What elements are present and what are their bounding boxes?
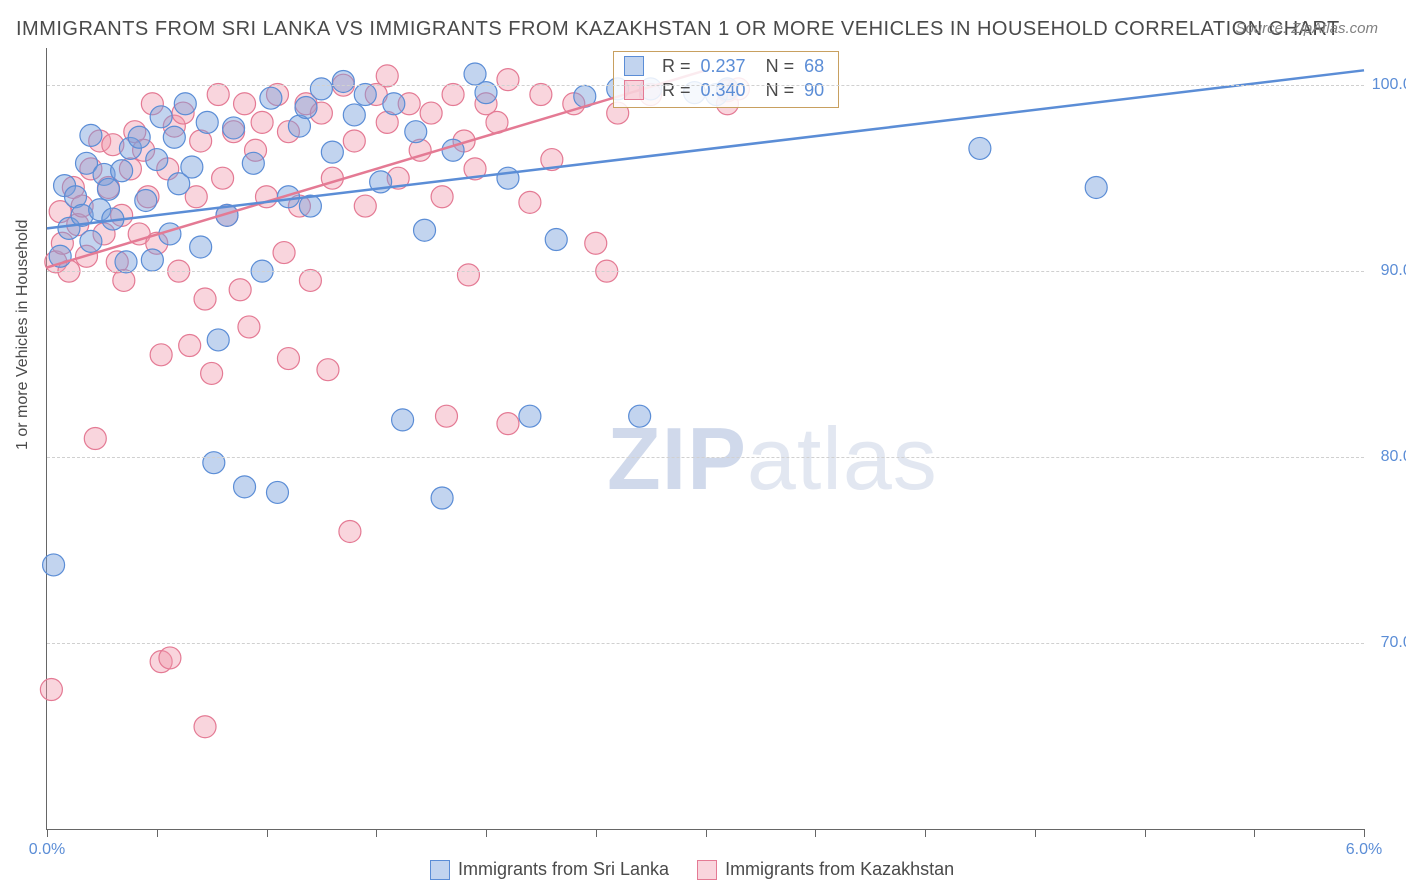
y-tick-label: 90.0%: [1381, 262, 1406, 280]
y-tick-label: 100.0%: [1372, 76, 1406, 94]
chart-svg: [47, 48, 1364, 829]
x-tick-label: 6.0%: [1346, 841, 1382, 859]
source-attribution: Source: ZipAtlas.com: [1235, 20, 1378, 37]
stats-legend-box: R = 0.237 N = 68 R = 0.340 N = 90: [613, 51, 839, 108]
square-icon: [697, 860, 717, 880]
x-tick-label: 0.0%: [29, 841, 65, 859]
plot-area: ZIPatlas R = 0.237 N = 68 R = 0.340 N = …: [46, 48, 1364, 830]
legend-item-a: Immigrants from Sri Lanka: [430, 859, 669, 880]
legend-item-b: Immigrants from Kazakhstan: [697, 859, 954, 880]
square-icon: [430, 860, 450, 880]
square-icon: [624, 80, 644, 100]
stats-row-a: R = 0.237 N = 68: [624, 54, 824, 78]
square-icon: [624, 56, 644, 76]
chart-title: IMMIGRANTS FROM SRI LANKA VS IMMIGRANTS …: [16, 18, 1340, 41]
y-axis-label: 1 or more Vehicles in Household: [14, 220, 32, 450]
bottom-legend: Immigrants from Sri Lanka Immigrants fro…: [430, 859, 954, 880]
stats-row-b: R = 0.340 N = 90: [624, 78, 824, 102]
y-tick-label: 80.0%: [1381, 448, 1406, 466]
y-tick-label: 70.0%: [1381, 634, 1406, 652]
